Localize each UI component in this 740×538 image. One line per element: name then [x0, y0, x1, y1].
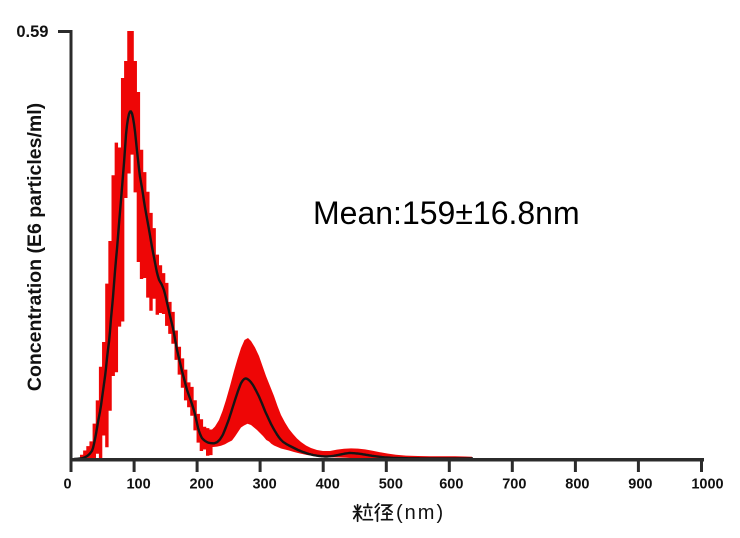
svg-text:900: 900 — [628, 477, 652, 493]
svg-text:1000: 1000 — [691, 477, 723, 493]
svg-text:500: 500 — [379, 477, 403, 493]
svg-text:400: 400 — [316, 477, 340, 493]
svg-text:200: 200 — [189, 477, 213, 493]
svg-text:700: 700 — [502, 477, 526, 493]
svg-text:100: 100 — [126, 477, 150, 493]
svg-text:800: 800 — [565, 477, 589, 493]
svg-text:(nm): (nm) — [396, 502, 445, 524]
svg-text:600: 600 — [439, 477, 463, 493]
svg-text:Mean:159±16.8nm: Mean:159±16.8nm — [313, 195, 580, 231]
svg-text:Concentration (E6 particles/ml: Concentration (E6 particles/ml) — [24, 103, 46, 391]
svg-text:300: 300 — [252, 477, 276, 493]
svg-text:0.59: 0.59 — [16, 23, 48, 41]
svg-text:0: 0 — [63, 477, 71, 493]
